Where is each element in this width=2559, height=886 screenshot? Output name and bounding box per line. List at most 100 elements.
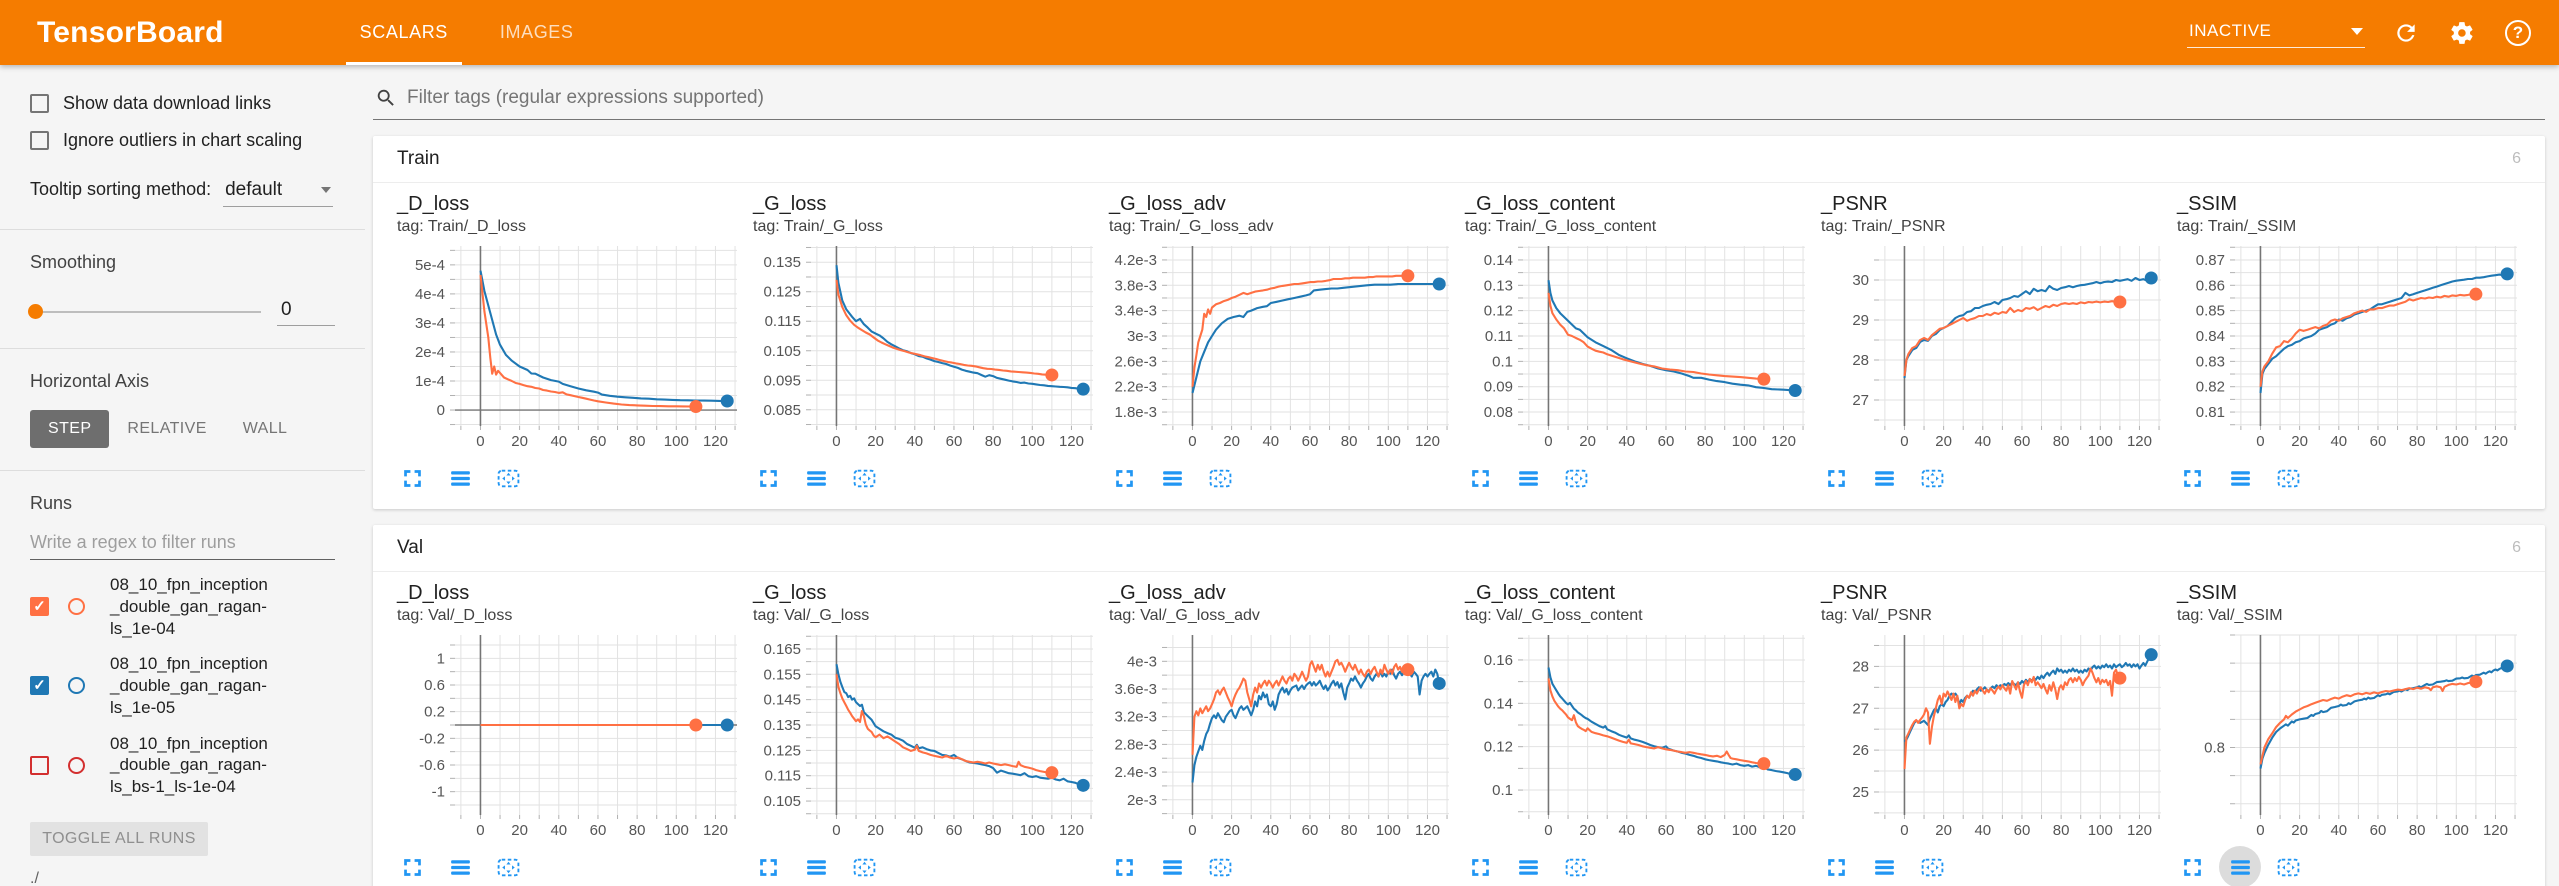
fit-domain-button[interactable] xyxy=(1203,850,1237,884)
svg-text:20: 20 xyxy=(1935,822,1952,839)
toggle-runs-button[interactable] xyxy=(1155,850,1189,884)
runs-filter-input[interactable] xyxy=(30,530,335,560)
toggle-runs-button[interactable] xyxy=(799,850,833,884)
tab-scalars[interactable]: SCALARS xyxy=(334,0,474,65)
chart-toolbar xyxy=(2173,459,2529,503)
svg-text:120: 120 xyxy=(2127,433,2152,450)
svg-text:20: 20 xyxy=(867,822,884,839)
tab-images[interactable]: IMAGES xyxy=(499,22,574,42)
expand-chart-button[interactable] xyxy=(1463,461,1497,495)
expand-chart-button[interactable] xyxy=(1819,850,1853,884)
fit-domain-button[interactable] xyxy=(1915,850,1949,884)
toggle-runs-button[interactable] xyxy=(443,461,477,495)
settings-button[interactable] xyxy=(2447,18,2477,48)
checkbox-icon[interactable] xyxy=(30,94,49,113)
show-download-links-checkbox-row[interactable]: Show data download links xyxy=(30,93,335,114)
fit-domain-button[interactable] xyxy=(2271,461,2305,495)
toggle-runs-button[interactable] xyxy=(2223,850,2257,884)
toggle-runs-button[interactable] xyxy=(1155,461,1189,495)
expand-chart-button[interactable] xyxy=(1107,461,1141,495)
fit-domain-button[interactable] xyxy=(1559,461,1593,495)
chart-toolbar xyxy=(1105,459,1461,503)
line-chart-plot[interactable]: 0 20 40 60 80 100 120 0.085 0.095 0.105 0.115 0.125… xyxy=(749,240,1105,454)
line-chart-plot[interactable]: 0 20 40 60 80 100 120 0.1 0.12 0.14 0.16 xyxy=(1461,629,1817,843)
expand-chart-button[interactable] xyxy=(751,461,785,495)
toggle-all-runs-button[interactable]: TOGGLE ALL RUNS xyxy=(30,821,208,856)
svg-text:0: 0 xyxy=(476,822,484,839)
expand-chart-button[interactable] xyxy=(395,461,429,495)
smoothing-slider[interactable] xyxy=(28,303,261,319)
axis-wall-button[interactable]: WALL xyxy=(242,420,288,437)
toggle-runs-button[interactable] xyxy=(1867,461,1901,495)
fit-data-icon xyxy=(2277,469,2299,487)
svg-text:0.86: 0.86 xyxy=(2196,277,2225,294)
expand-chart-button[interactable] xyxy=(2175,850,2209,884)
line-chart-plot[interactable]: 0 20 40 60 80 100 120 0.81 0.82 0.83 0.84 0.85 0.86 0… xyxy=(2173,240,2529,454)
help-button[interactable]: ? xyxy=(2503,18,2533,48)
svg-text:28: 28 xyxy=(1852,658,1869,675)
data-status-dropdown[interactable]: INACTIVE xyxy=(2187,17,2365,48)
fit-domain-button[interactable] xyxy=(491,850,525,884)
axis-step-button[interactable]: STEP xyxy=(30,410,110,448)
run-checkbox-icon[interactable]: ✓ xyxy=(30,597,49,617)
fit-data-icon xyxy=(497,858,519,876)
fit-domain-button[interactable] xyxy=(847,461,881,495)
chart-tag: tag: Train/_G_loss xyxy=(753,218,883,235)
run-checkbox-icon[interactable] xyxy=(30,755,49,775)
expand-chart-button[interactable] xyxy=(1819,461,1853,495)
checkbox-icon[interactable] xyxy=(30,131,49,150)
run-color-radio-icon[interactable] xyxy=(68,598,85,616)
fit-domain-button[interactable] xyxy=(1559,850,1593,884)
line-chart-plot[interactable]: 0 20 40 60 80 100 120 0.8 xyxy=(2173,629,2529,843)
run-item[interactable]: ✓ 08_10_fpn_inception_double_gan_ragan-l… xyxy=(30,574,347,639)
fit-domain-button[interactable] xyxy=(1915,461,1949,495)
axis-relative-button[interactable]: RELATIVE xyxy=(127,420,207,437)
fit-domain-button[interactable] xyxy=(847,850,881,884)
line-chart-plot[interactable]: 0 20 40 60 80 100 120 27 28 29 30 xyxy=(1817,240,2173,454)
expand-chart-button[interactable] xyxy=(1463,850,1497,884)
toggle-runs-button[interactable] xyxy=(1511,850,1545,884)
line-chart-plot[interactable]: 0 20 40 60 80 100 120 0.105 0.115 0.125 0.135 0.145… xyxy=(749,629,1105,843)
line-chart-plot[interactable]: 0 20 40 60 80 100 120 -1 -0.6 -0.2 0.2 0.6 1 xyxy=(393,629,749,843)
expand-chart-button[interactable] xyxy=(2175,461,2209,495)
expand-chart-button[interactable] xyxy=(1107,850,1141,884)
expand-chart-button[interactable] xyxy=(395,850,429,884)
run-color-radio-icon[interactable] xyxy=(68,677,85,695)
toggle-runs-button[interactable] xyxy=(799,461,833,495)
line-chart-plot[interactable]: 0 20 40 60 80 100 120 1.8e-3 2.2e-3 2.6e-3 3e-3 3.4… xyxy=(1105,240,1461,454)
tooltip-sorting-dropdown[interactable]: default xyxy=(223,177,334,207)
toggle-runs-button[interactable] xyxy=(1867,850,1901,884)
settings-sidebar: Show data download links Ignore outliers… xyxy=(0,65,365,886)
fit-domain-button[interactable] xyxy=(1203,461,1237,495)
fit-domain-button[interactable] xyxy=(491,461,525,495)
dashboard-main: Train 6 _D_loss tag: Train/_D_loss 0 20 40… xyxy=(365,65,2559,886)
line-chart-plot[interactable]: 0 20 40 60 80 100 120 0.08 0.09 0.1 0.11 0.12 0.13 0.… xyxy=(1461,240,1817,454)
svg-text:0.12: 0.12 xyxy=(1484,739,1513,756)
svg-text:40: 40 xyxy=(1974,433,1991,450)
smoothing-value[interactable]: 0 xyxy=(277,297,335,326)
fit-data-icon xyxy=(1921,858,1943,876)
toggle-runs-button[interactable] xyxy=(443,850,477,884)
tag-group-header[interactable]: Val 6 xyxy=(373,525,2545,572)
fit-domain-button[interactable] xyxy=(2271,850,2305,884)
run-color-radio-icon[interactable] xyxy=(68,756,85,774)
ignore-outliers-checkbox-row[interactable]: Ignore outliers in chart scaling xyxy=(30,130,335,151)
line-chart-plot[interactable]: 0 20 40 60 80 100 120 0 1e-4 2e-4 3e-4 4e-4 5e-4 xyxy=(393,240,749,454)
refresh-button[interactable] xyxy=(2391,18,2421,48)
svg-text:60: 60 xyxy=(2370,433,2387,450)
line-chart-plot[interactable]: 0 20 40 60 80 100 120 25 26 27 28 xyxy=(1817,629,2173,843)
toggle-runs-button[interactable] xyxy=(2223,461,2257,495)
expand-icon xyxy=(1827,469,1845,487)
run-item[interactable]: 08_10_fpn_inception_double_gan_ragan-ls_… xyxy=(30,733,347,798)
line-chart-plot[interactable]: 0 20 40 60 80 100 120 2e-3 2.4e-3 2.8e-3 3.2e-3 3.6… xyxy=(1105,629,1461,843)
toggle-runs-button[interactable] xyxy=(1511,461,1545,495)
expand-chart-button[interactable] xyxy=(751,850,785,884)
tag-filter-input[interactable] xyxy=(407,87,2543,109)
svg-text:100: 100 xyxy=(1732,433,1757,450)
svg-text:0.125: 0.125 xyxy=(763,284,801,301)
run-item[interactable]: ✓ 08_10_fpn_inception_double_gan_ragan-l… xyxy=(30,653,347,718)
tag-group-header[interactable]: Train 6 xyxy=(373,136,2545,183)
fit-data-icon xyxy=(1209,469,1231,487)
run-checkbox-icon[interactable]: ✓ xyxy=(30,676,49,696)
slider-thumb[interactable] xyxy=(28,303,43,319)
